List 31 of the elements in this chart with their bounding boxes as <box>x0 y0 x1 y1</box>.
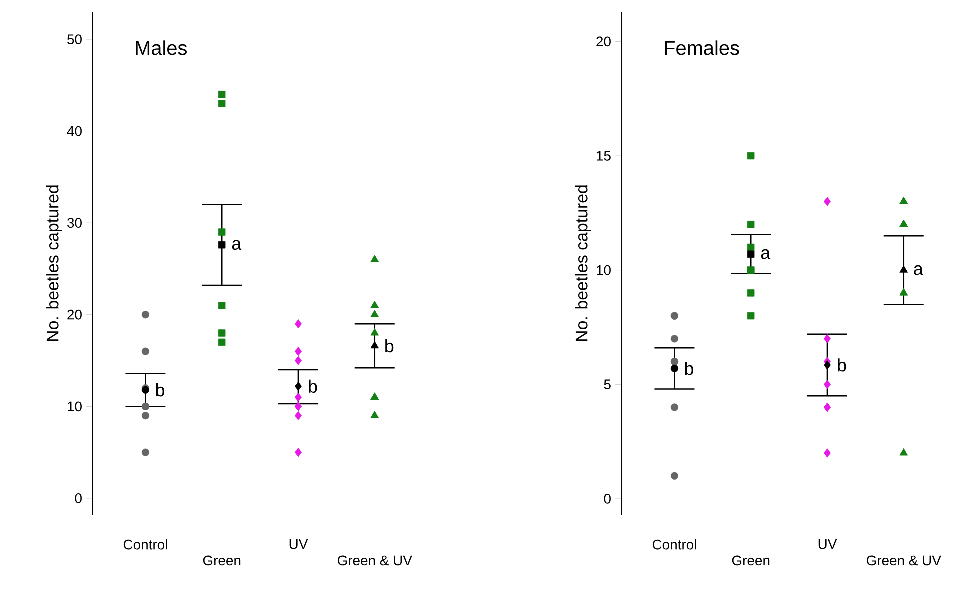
y-tick-label: 50 <box>68 34 82 44</box>
annotation: b <box>838 358 846 372</box>
x-tick-label: Green & UV <box>866 556 942 566</box>
x-tick-label: Control <box>652 540 696 550</box>
x-tick-label: Green <box>203 556 241 566</box>
y-tick-label: 10 <box>597 265 611 276</box>
annotation: a <box>232 240 242 250</box>
y-tick-label: 10 <box>68 402 82 412</box>
y-tick-label: 0 <box>75 494 82 504</box>
y-tick-label: 0 <box>604 494 611 504</box>
y-axis-title: No. beetles captured <box>575 186 592 342</box>
annotation: b <box>386 340 394 353</box>
y-tick-label: 40 <box>67 126 82 136</box>
annotation: b <box>156 384 164 397</box>
x-tick-label: Control <box>124 540 168 550</box>
x-tick-label: UV <box>290 540 308 550</box>
x-tick-label: UV <box>818 540 838 550</box>
y-axis-title: No. beetles captured <box>46 186 62 342</box>
y-tick-label: 15 <box>597 151 611 161</box>
y-tick-label: 20 <box>68 310 82 320</box>
annotation: b <box>685 362 694 376</box>
annotation: a <box>914 265 924 276</box>
annotation: a <box>761 249 771 260</box>
x-tick-label: Green <box>732 556 770 566</box>
annotation: b <box>309 380 318 394</box>
y-tick-label: 30 <box>68 218 82 228</box>
text: Males <box>136 40 187 56</box>
x-tick-label: Green & UV <box>338 556 412 566</box>
text: Females <box>665 40 740 56</box>
y-tick-label: 5 <box>604 380 611 390</box>
y-tick-label: 20 <box>596 36 611 47</box>
